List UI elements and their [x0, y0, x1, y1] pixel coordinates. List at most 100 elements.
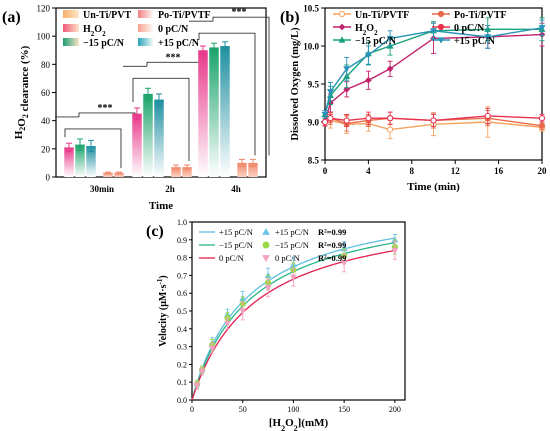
- x-tick-label-a: 4h: [231, 184, 241, 194]
- y-tick-label-b: 9.5: [308, 80, 320, 90]
- y-axis-label-part: Velocity (μM·s: [158, 284, 169, 346]
- y-tick-label-c: 0.5: [177, 307, 187, 316]
- data-point: [484, 112, 491, 120]
- y-axis-label-part: ): [158, 275, 169, 278]
- fit-legend-label: +15 pC/N: [219, 227, 253, 237]
- fit-legend-label: 0 pC/N: [219, 253, 244, 263]
- significance-bracket: [198, 32, 256, 156]
- bar: [143, 93, 153, 177]
- legend-label: 0 pC/N: [158, 24, 189, 35]
- bar: [209, 47, 219, 177]
- y-axis-label-part: -1: [156, 278, 164, 284]
- legend-marker: [338, 36, 346, 43]
- data-point: [340, 260, 348, 267]
- data-point: [387, 115, 394, 122]
- y-tick-label-c: 0.7: [177, 271, 187, 280]
- data-point: [224, 320, 231, 328]
- data-point: [430, 117, 437, 124]
- legend-label-part: H: [83, 24, 91, 35]
- y-axis-label-part: 2: [21, 114, 30, 118]
- legend-label: −15 pC/N: [83, 38, 125, 49]
- x-axis-label-part: 2: [281, 424, 285, 431]
- x-tick-label-a: 2h: [165, 184, 175, 194]
- y-tick-label-a: 80: [41, 60, 51, 70]
- y-tick-label-c: 0.8: [177, 254, 187, 263]
- bar: [182, 167, 192, 177]
- legend-marker: [437, 23, 445, 31]
- series-line: [324, 27, 543, 115]
- data-point: [387, 126, 394, 133]
- legend-swatch: [63, 38, 79, 46]
- r-squared-label: R²=0.99: [318, 240, 346, 250]
- significance-bracket-outer: [212, 16, 270, 156]
- y-tick-label-b: 8.5: [308, 156, 320, 166]
- legend-label-part: 2: [102, 30, 106, 38]
- x-tick-label-c: 150: [338, 405, 350, 414]
- legend-swatch: [63, 24, 79, 32]
- significance-bracket: [64, 128, 122, 169]
- panel-label-a: (a): [2, 9, 21, 26]
- panel-label-b: (b): [280, 9, 300, 26]
- legend-label-part: 2: [363, 29, 367, 37]
- x-tick-label-b: 0: [323, 166, 328, 176]
- legend-label-part: H: [355, 23, 363, 34]
- y-tick-label-c: 0.2: [177, 360, 187, 369]
- legend-label-part: O: [366, 23, 374, 34]
- y-axis-label-a: H2O2 clearance (%): [13, 45, 31, 139]
- legend-label-part: 2: [91, 30, 95, 38]
- point-legend-marker: [262, 255, 270, 263]
- data-point: [343, 117, 350, 124]
- legend-label: Po-Ti/PVTF: [454, 10, 507, 21]
- data-point: [343, 66, 351, 73]
- x-tick-label-b: 16: [494, 166, 504, 176]
- data-point: [193, 383, 201, 390]
- data-point: [538, 25, 546, 32]
- bar: [220, 46, 230, 178]
- y-tick-label-b: 10.5: [303, 4, 319, 14]
- bar: [237, 162, 247, 177]
- legend-swatch: [138, 24, 154, 32]
- x-tick-label-a: 30min: [90, 184, 114, 194]
- data-point: [321, 111, 329, 119]
- legend-swatch: [138, 10, 154, 18]
- x-tick-label-c: 0: [190, 405, 194, 414]
- bar: [132, 113, 142, 177]
- x-axis-label-part: ](mM): [298, 417, 329, 429]
- x-tick-label-b: 8: [410, 166, 415, 176]
- x-axis-label-a: Time: [149, 200, 173, 212]
- legend-label: 0 pC/N: [454, 23, 485, 34]
- x-tick-label-c: 200: [389, 405, 401, 414]
- data-point: [198, 368, 206, 376]
- y-tick-label-c: 1.0: [177, 218, 187, 227]
- r-squared-label: R²=0.99: [318, 227, 346, 237]
- legend-label: Un-Ti/PVT: [83, 10, 131, 21]
- y-tick-label-a: 120: [37, 4, 51, 14]
- y-tick-label-c: 0.3: [177, 343, 187, 352]
- data-point: [326, 89, 334, 96]
- y-axis-label-part: clearance (%): [19, 45, 31, 114]
- y-axis-label-c: Velocity (μM·s-1): [156, 275, 169, 346]
- y-tick-label-b: 10.0: [303, 42, 319, 52]
- data-point: [391, 247, 399, 255]
- data-point: [365, 76, 372, 84]
- bar: [86, 146, 96, 177]
- y-tick-label-c: 0.6: [177, 289, 187, 298]
- legend-label: −15 pC/N: [355, 36, 397, 47]
- x-axis-label-b: Time (min): [407, 181, 460, 193]
- y-tick-label-b: 9.0: [308, 118, 320, 128]
- bar: [248, 162, 258, 177]
- data-point: [364, 52, 372, 59]
- data-point: [484, 34, 492, 41]
- y-tick-label-c: 0.4: [177, 325, 187, 334]
- data-point: [239, 308, 247, 315]
- x-tick-label-b: 12: [451, 166, 461, 176]
- legend-label: +15 pC/N: [158, 38, 200, 49]
- y-tick-label-a: 40: [41, 116, 51, 126]
- bar: [114, 172, 124, 177]
- r-squared-label: R²=0.99: [318, 253, 346, 263]
- y-tick-label-a: 0: [46, 173, 51, 183]
- data-point: [327, 115, 334, 122]
- x-axis-label-part: [H: [269, 417, 282, 429]
- y-axis-label-part: 2: [18, 127, 27, 131]
- data-point: [538, 115, 546, 122]
